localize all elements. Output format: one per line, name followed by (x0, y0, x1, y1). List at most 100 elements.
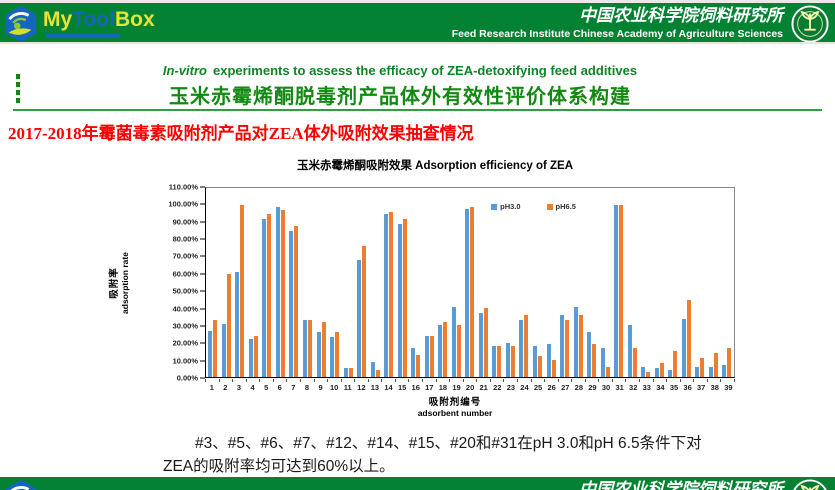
menu-icon-bar (16, 90, 20, 95)
bar-pH6.5-26 (551, 359, 556, 377)
footer-mytoolbox-logo (2, 479, 40, 490)
bar-pH6.5-29 (592, 344, 597, 377)
y-tick-label: 100.00% (168, 199, 198, 209)
bar-pH6.5-32 (632, 347, 637, 377)
x-tick-label: 25 (533, 383, 543, 392)
bar-group-17 (423, 188, 437, 377)
x-tick-mark (489, 379, 491, 382)
x-tick-mark (299, 379, 301, 382)
x-tick-label: 2 (223, 383, 228, 392)
bar-group-9 (314, 188, 328, 377)
legend-item-pH6.5: pH6.5 (546, 202, 576, 211)
bar-pH6.5-22 (497, 346, 502, 377)
bar-pH3.0-24 (519, 320, 524, 377)
y-tick-label: 80.00% (172, 234, 198, 244)
x-tick-mark (286, 379, 288, 382)
bar-pH3.0-18 (438, 325, 443, 377)
bar-group-23 (504, 188, 518, 377)
y-tick-label: 50.00% (172, 286, 198, 296)
conclusion-note: #3、#5、#6、#7、#12、#14、#15、#20和#31在pH 3.0和p… (163, 435, 702, 476)
x-tick-label: 39 (724, 383, 733, 392)
bar-pH3.0-4 (248, 339, 253, 377)
x-tick-mark (367, 379, 369, 382)
y-tick-label: 60.00% (172, 269, 198, 279)
y-tick-mark (200, 186, 205, 188)
bar-pH6.5-5 (267, 213, 272, 377)
y-axis-ticks (200, 186, 205, 379)
bar-pH3.0-14 (384, 213, 389, 377)
bar-group-18 (436, 188, 450, 377)
x-tick-mark (625, 379, 627, 382)
bar-pH6.5-3 (240, 205, 245, 377)
bar-pH6.5-6 (280, 210, 285, 377)
bar-pH3.0-3 (235, 272, 240, 377)
x-tick-label: 29 (588, 383, 597, 392)
x-tick-label: 20 (465, 383, 475, 392)
bar-pH3.0-36 (681, 318, 686, 377)
bar-pH3.0-11 (343, 368, 348, 377)
y-tick-mark (200, 203, 205, 205)
bar-pH6.5-37 (700, 358, 705, 377)
bar-group-33 (639, 188, 653, 377)
x-tick-label: 37 (697, 383, 706, 392)
header-bar: MyToolBox 中国农业科学院饲料研究所 Feed Research Ins… (0, 3, 835, 44)
x-tick-label: 21 (479, 383, 488, 392)
logo-tagline-bar (46, 34, 120, 38)
y-tick-label: 10.00% (172, 356, 198, 366)
x-tick-label: 16 (411, 383, 420, 392)
bar-pH3.0-7 (289, 230, 294, 377)
bar-group-20 (463, 188, 477, 377)
x-tick-label: 36 (683, 383, 692, 392)
bar-group-15 (395, 188, 409, 377)
menu-icon-bar (16, 82, 20, 87)
bar-group-31 (612, 188, 626, 377)
bar-pH3.0-25 (533, 346, 538, 377)
x-tick-label: 11 (343, 383, 352, 392)
y-tick-label: 110.00% (168, 182, 198, 192)
menu-icon-bar (16, 74, 20, 79)
y-tick-mark (200, 221, 205, 223)
bar-group-12 (355, 188, 369, 377)
x-tick-mark (422, 379, 423, 382)
x-tick-mark (530, 379, 532, 382)
bar-pH6.5-24 (524, 315, 529, 377)
x-tick-label: 34 (656, 383, 665, 392)
x-tick-mark (693, 379, 695, 382)
bar-group-19 (450, 188, 464, 377)
x-tick-label: 14 (384, 383, 393, 392)
footer-institute-cn: 中国农业科学院饲料研究所 (579, 480, 783, 490)
institute-name-en: Feed Research Institute Chinese Academy … (451, 27, 783, 40)
menu-icon[interactable] (16, 74, 51, 106)
slide-title-en-italic: In-vitro (162, 63, 207, 78)
bar-pH6.5-35 (673, 351, 678, 377)
logo-tool: Tool (72, 8, 115, 31)
bar-group-7 (287, 188, 301, 377)
bar-pH3.0-28 (573, 306, 578, 377)
x-tick-label: 1 (209, 383, 214, 392)
y-tick-mark (200, 238, 205, 240)
x-tick-mark (584, 379, 586, 382)
footer-fri-logo-icon (793, 479, 827, 490)
bar-pH3.0-2 (221, 323, 226, 377)
x-tick-label: 24 (520, 383, 529, 392)
footer-institute-block: 中国农业科学院饲料研究所 (579, 480, 783, 490)
x-tick-mark (571, 379, 573, 382)
x-tick-label: 22 (493, 383, 502, 392)
x-tick-mark (218, 379, 220, 382)
x-tick-label: 3 (236, 383, 242, 392)
bar-group-35 (666, 188, 680, 377)
x-tick-mark (652, 379, 654, 382)
plot-area: pH3.0 pH6.5 (205, 187, 735, 378)
bars (206, 188, 734, 377)
x-tick-label: 27 (561, 383, 570, 392)
footer-bar: 中国农业科学院饲料研究所 (0, 477, 835, 490)
bar-pH3.0-34 (654, 368, 659, 377)
bar-pH3.0-5 (262, 218, 267, 377)
bar-pH3.0-27 (560, 315, 565, 377)
bar-pH3.0-35 (668, 370, 673, 377)
bar-pH6.5-20 (470, 206, 475, 377)
bar-group-3 (233, 188, 247, 377)
bar-pH3.0-26 (546, 344, 551, 377)
x-tick-label: 17 (425, 383, 434, 392)
x-tick-label: 31 (615, 383, 624, 392)
